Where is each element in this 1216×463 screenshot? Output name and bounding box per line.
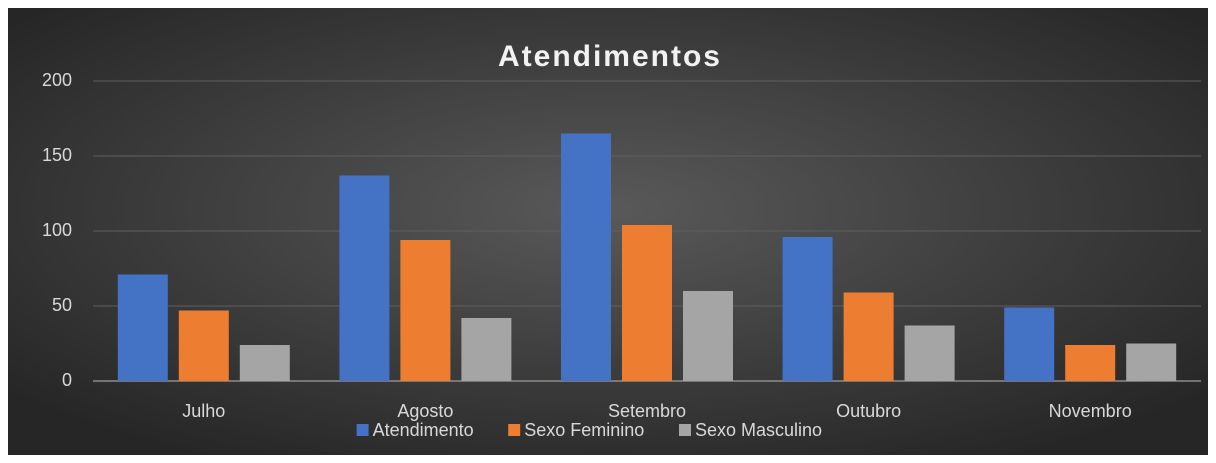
legend-swatch	[679, 424, 691, 436]
bar	[400, 240, 451, 381]
legend-label: Sexo Feminino	[524, 420, 644, 440]
y-tick-label: 100	[42, 220, 72, 240]
y-tick-label: 50	[52, 295, 72, 315]
legend-swatch	[356, 424, 369, 436]
bar	[904, 325, 955, 381]
legend-swatch	[508, 424, 521, 436]
bar	[461, 318, 512, 381]
bar	[117, 274, 168, 381]
x-tick-label: Novembro	[1049, 401, 1132, 421]
y-tick-label: 150	[42, 145, 72, 165]
chart-title: Atendimentos	[498, 40, 722, 73]
bar	[561, 133, 611, 381]
bar	[622, 225, 672, 381]
y-tick-label: 200	[42, 70, 72, 90]
bar	[782, 237, 833, 381]
x-tick-label: Setembro	[608, 401, 686, 421]
bar	[1004, 307, 1055, 381]
bar	[178, 310, 229, 381]
legend-label: Atendimento	[373, 420, 474, 440]
x-tick-label: Outubro	[836, 401, 901, 421]
bar	[843, 292, 894, 381]
legend-label: Sexo Masculino	[695, 420, 822, 440]
bar	[339, 175, 390, 381]
x-tick-label: Agosto	[397, 401, 453, 421]
bar	[1126, 343, 1177, 381]
y-tick-label: 0	[62, 370, 72, 390]
bar	[1065, 345, 1116, 381]
bar	[239, 345, 290, 381]
x-tick-label: Julho	[182, 401, 225, 421]
bar	[683, 291, 733, 381]
